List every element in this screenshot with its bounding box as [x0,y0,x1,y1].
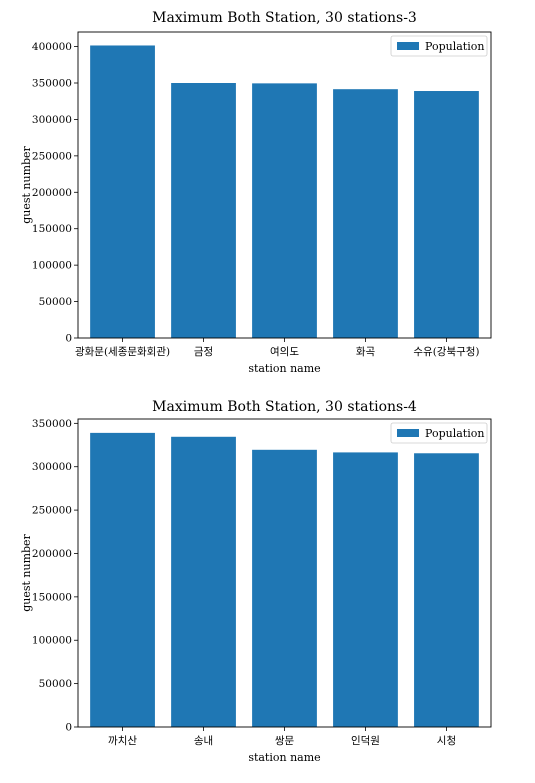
legend-box [390,35,488,57]
legend-label: Population [425,427,484,440]
plot-frame [77,418,492,728]
plot-frame [77,31,492,339]
x-axis-label: station name [248,751,320,764]
x-tick-label: 여의도 [270,346,299,358]
y-tick-label: 250000 [32,505,72,517]
bar [414,91,479,338]
y-tick-label: 300000 [32,114,72,126]
x-tick-label: 시청 [437,735,456,747]
y-tick-label: 50000 [39,678,72,690]
chart-1: Maximum Both Station, 30 stations-3 광화문(세… [20,10,492,375]
x-tick-label: 송내 [194,735,213,747]
bar [252,449,317,727]
y-axis-label: guest number [20,533,33,611]
x-tick-label: 금정 [194,346,213,358]
x-tick-label: 수유(강북구청) [413,346,479,358]
bar [252,83,317,338]
bar [414,453,479,727]
x-axis-label: station name [248,362,320,375]
x-tick-label: 까치산 [108,735,137,747]
bar [171,436,236,727]
bar [333,89,398,338]
legend: Population [390,35,488,57]
y-tick-label: 350000 [32,418,72,430]
y-tick-label: 300000 [32,461,72,473]
bar [171,83,236,338]
chart-2: Maximum Both Station, 30 stations-4 까치산 송내… [20,399,492,764]
y-tick-label: 50000 [39,296,72,308]
legend-label: Population [425,40,484,53]
y-tick-label: 400000 [32,41,72,53]
chart-title: Maximum Both Station, 30 stations-4 [152,399,417,415]
legend: Population [390,422,488,444]
y-tick-label: 100000 [32,635,72,647]
y-tick-label: 0 [65,333,72,345]
legend-swatch [397,429,419,437]
bar [90,45,155,338]
y-tick-label: 150000 [32,223,72,235]
legend-box [390,422,488,444]
x-tick-label: 인덕원 [351,735,380,747]
y-axis-label: guest number [20,145,33,223]
y-tick-label: 150000 [32,591,72,603]
y-tick-label: 250000 [32,150,72,162]
y-tick-label: 0 [65,722,72,734]
bar [333,452,398,727]
bar [90,432,155,727]
y-tick-label: 350000 [32,78,72,90]
y-tick-label: 100000 [32,260,72,272]
y-tick-label: 200000 [32,548,72,560]
x-tick-label: 쌍문 [275,735,295,747]
y-tick-label: 200000 [32,187,72,199]
x-tick-label: 화곡 [356,346,376,358]
chart-title: Maximum Both Station, 30 stations-3 [152,10,417,26]
legend-swatch [397,42,419,50]
x-tick-label: 광화문(세종문화회관) [75,346,170,358]
